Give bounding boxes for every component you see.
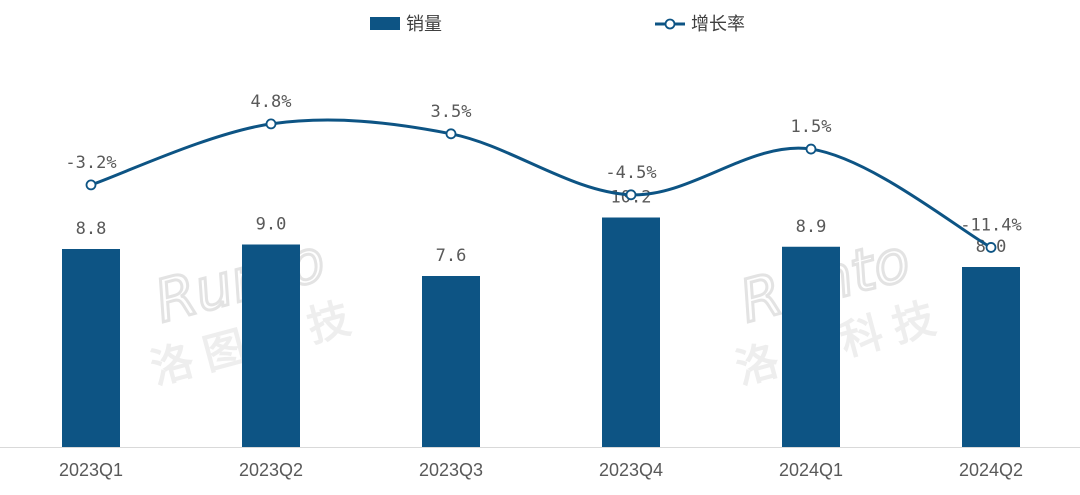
line-label-2023Q2: 4.8% <box>251 92 292 112</box>
x-tick-2023Q2: 2023Q2 <box>239 460 303 480</box>
legend-label-sales: 销量 <box>406 14 442 35</box>
x-tick-2024Q2: 2024Q2 <box>959 460 1023 480</box>
x-tick-2024Q1: 2024Q1 <box>779 460 843 480</box>
bar-label-2023Q2: 9.0 <box>256 215 287 235</box>
line-label-2023Q1: -3.2% <box>65 153 116 173</box>
line-point-2024Q2 <box>985 242 997 253</box>
bar-label-2023Q1: 8.8 <box>76 219 107 239</box>
bar-2024Q1 <box>782 246 840 447</box>
bar-2023Q3 <box>422 276 480 447</box>
x-tick-2023Q4: 2023Q4 <box>599 460 663 480</box>
line-label-2024Q1: 1.5% <box>791 117 832 137</box>
legend-swatch-growth-marker <box>664 18 676 30</box>
x-tick-2023Q1: 2023Q1 <box>59 460 123 480</box>
line-point-2024Q1 <box>805 143 817 155</box>
legend-swatch-sales <box>370 17 400 30</box>
line-point-2023Q1 <box>85 179 97 191</box>
line-label-2023Q3: 3.5% <box>431 102 472 122</box>
bar-2023Q2 <box>242 244 300 447</box>
legend-label-growth: 增长率 <box>691 14 745 35</box>
bar-label-2023Q3: 7.6 <box>436 246 467 266</box>
line-label-2024Q2: -11.4% <box>960 215 1021 235</box>
bar-2024Q2 <box>962 267 1020 447</box>
line-point-2023Q2 <box>265 118 277 130</box>
line-point-2023Q3 <box>445 128 457 140</box>
bar-2023Q4 <box>602 217 660 447</box>
x-tick-2023Q3: 2023Q3 <box>419 460 483 480</box>
line-label-2023Q4: -4.5% <box>605 163 656 183</box>
line-point-2023Q4 <box>625 189 637 201</box>
bar-2023Q1 <box>62 249 120 447</box>
bar-label-2024Q1: 8.9 <box>796 217 827 237</box>
growth-line <box>90 118 992 249</box>
